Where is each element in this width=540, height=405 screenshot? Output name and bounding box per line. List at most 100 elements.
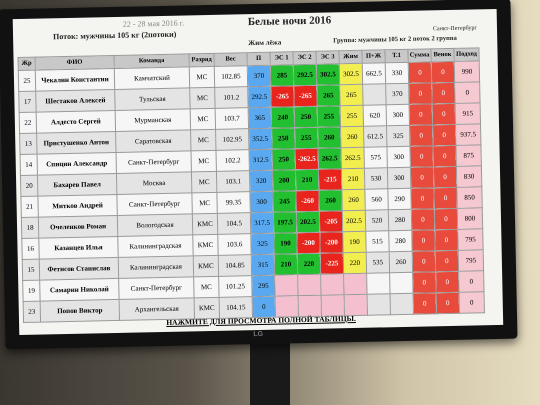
cell: 21	[20, 196, 39, 218]
cell: 104.15	[219, 296, 253, 319]
cell: 102.95	[215, 128, 249, 151]
cell: -200	[319, 231, 344, 254]
cell: 0	[412, 271, 437, 294]
cell: Очеленков Роман	[38, 215, 118, 239]
cell: 0	[412, 250, 436, 273]
cell: 320	[249, 170, 273, 192]
cell: 800	[457, 207, 483, 230]
cell: 0	[411, 229, 436, 252]
cell: 830	[456, 165, 482, 188]
cell: Санкт-Петербург	[116, 150, 192, 174]
column-header: Т.1	[384, 49, 409, 63]
cell: 290	[387, 188, 412, 210]
cell: 0	[410, 166, 434, 189]
cell	[297, 274, 322, 296]
cell: -265	[293, 85, 318, 107]
cell: Москва	[116, 171, 192, 195]
cell: 210	[295, 169, 319, 191]
cell: Шестаков Алексей	[35, 89, 116, 113]
cell: 0	[458, 270, 485, 293]
cell: Пристушенко Антон	[36, 131, 117, 155]
cell: 14	[20, 154, 38, 176]
cell: 260	[340, 126, 364, 148]
cell: 535	[366, 251, 390, 274]
cell: 0	[435, 250, 459, 272]
cell: 101.2	[214, 86, 249, 109]
cell: 265	[339, 84, 364, 106]
cell: Бахарев Павел	[37, 173, 117, 197]
cell: 104.5	[217, 212, 251, 235]
cell: -262.5	[294, 148, 319, 170]
cell: Калининградская	[118, 255, 194, 279]
cell: 530	[364, 167, 388, 190]
cell: 15	[22, 259, 40, 281]
cell: 365	[248, 107, 272, 129]
cell: Фетисов Станислав	[39, 257, 119, 281]
tv-stand	[250, 340, 290, 405]
cell: 220	[297, 253, 321, 275]
cell: 102.2	[215, 149, 250, 172]
cell: 795	[458, 249, 484, 272]
cell	[362, 83, 387, 106]
cell: 0	[454, 81, 481, 104]
cell: 22	[19, 112, 37, 134]
cell: 262.5	[340, 147, 365, 169]
cell: 0	[434, 229, 459, 251]
cell	[366, 272, 391, 295]
cell	[321, 294, 345, 317]
column-header: ЭС 1	[269, 51, 294, 66]
cell: 915	[455, 102, 481, 125]
cell: 0	[435, 271, 460, 293]
title: Белые ночи 2016	[247, 14, 332, 29]
cell: 23	[23, 301, 41, 323]
cell: 240	[271, 106, 295, 129]
cell: Алдесто Сергей	[36, 110, 116, 134]
column-header: ЭС 2	[292, 51, 317, 65]
cell: 265	[316, 84, 341, 107]
cell: 0	[408, 61, 432, 84]
cell: 330	[385, 62, 409, 84]
cell	[344, 294, 368, 316]
cell: 0	[410, 187, 435, 210]
cell	[390, 293, 414, 315]
cell: 18	[21, 217, 39, 239]
cell	[367, 293, 391, 316]
cell: 370	[247, 65, 271, 87]
cell: 0	[409, 103, 433, 126]
column-header: Разряд	[188, 53, 215, 67]
cell: 255	[340, 105, 364, 127]
tv-logo: LG	[253, 330, 264, 339]
cell	[320, 273, 345, 296]
results-table: Жр ФИО Команда Разряд Вес П ЭС 1 ЭС 2 ЭС 3 Жим П+Ж…	[17, 47, 485, 323]
cell: 0	[433, 187, 458, 209]
cell: 295	[251, 275, 276, 297]
cell: 0	[411, 208, 435, 231]
cell: 245	[272, 190, 297, 213]
cell: 0	[434, 208, 458, 230]
cell: 0	[432, 124, 456, 146]
cell: КМС	[193, 255, 219, 277]
cell: МС	[190, 129, 216, 151]
cell: Санкт-Петербург	[116, 192, 193, 216]
cell: 325	[250, 233, 275, 255]
cell: 101.25	[218, 275, 253, 298]
cell: 285	[270, 64, 294, 87]
cell: 262.5	[317, 147, 342, 170]
cell: 0	[408, 82, 433, 105]
column-header: Жр	[18, 57, 36, 71]
cell: 0	[409, 124, 433, 147]
cell: 352.5	[248, 128, 272, 150]
column-header: Вес	[213, 52, 248, 67]
cell: Калининградская	[117, 234, 194, 258]
cell: 0	[431, 82, 456, 104]
cell: 317.5	[250, 212, 274, 234]
cell: 280	[388, 230, 413, 252]
cell: 300	[386, 146, 411, 168]
cell: 255	[317, 105, 341, 128]
tv: 22 - 28 мая 2016 г. Белые ночи 2016 Пото…	[0, 0, 518, 350]
cell: -225	[320, 252, 344, 275]
screen: 22 - 28 мая 2016 г. Белые ночи 2016 Пото…	[12, 8, 504, 336]
column-header: П+Ж	[361, 49, 386, 64]
cell: 520	[365, 209, 389, 232]
cell: 300	[387, 167, 411, 189]
